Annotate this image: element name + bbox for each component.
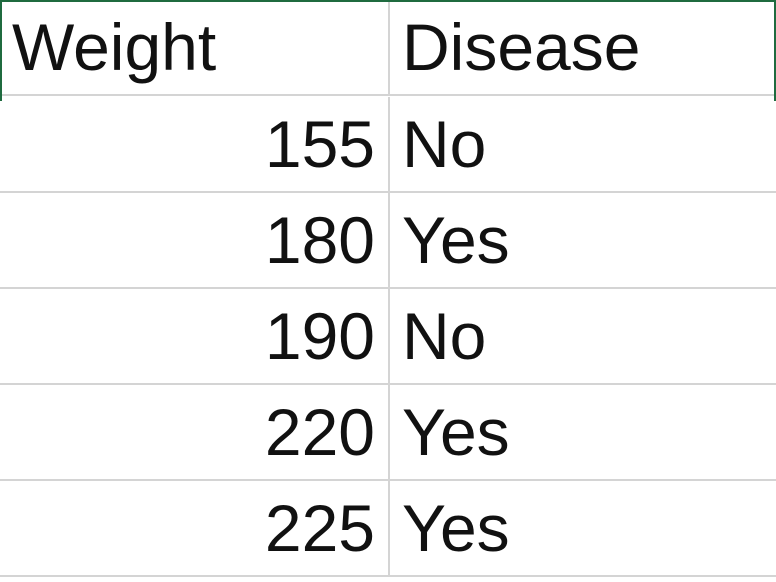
weight-cell[interactable]: 190 bbox=[0, 289, 390, 383]
weight-cell[interactable]: 155 bbox=[0, 97, 390, 191]
table-row: 155 No bbox=[0, 97, 776, 193]
header-row: Weight Disease bbox=[0, 0, 776, 96]
table-row: 190 No bbox=[0, 289, 776, 385]
disease-cell[interactable]: No bbox=[402, 299, 487, 373]
disease-cell[interactable]: Yes bbox=[402, 491, 510, 565]
table-row: 220 Yes bbox=[0, 385, 776, 481]
weight-cell[interactable]: 180 bbox=[0, 193, 390, 287]
disease-cell[interactable]: Yes bbox=[402, 395, 510, 469]
header-cell-weight[interactable]: Weight bbox=[0, 0, 390, 94]
header-cell-disease[interactable]: Disease bbox=[402, 10, 641, 84]
table-row: 180 Yes bbox=[0, 193, 776, 289]
disease-cell[interactable]: Yes bbox=[402, 203, 510, 277]
disease-cell[interactable]: No bbox=[402, 107, 487, 181]
table-row: 225 Yes bbox=[0, 481, 776, 577]
weight-cell[interactable]: 225 bbox=[0, 481, 390, 575]
weight-cell[interactable]: 220 bbox=[0, 385, 390, 479]
